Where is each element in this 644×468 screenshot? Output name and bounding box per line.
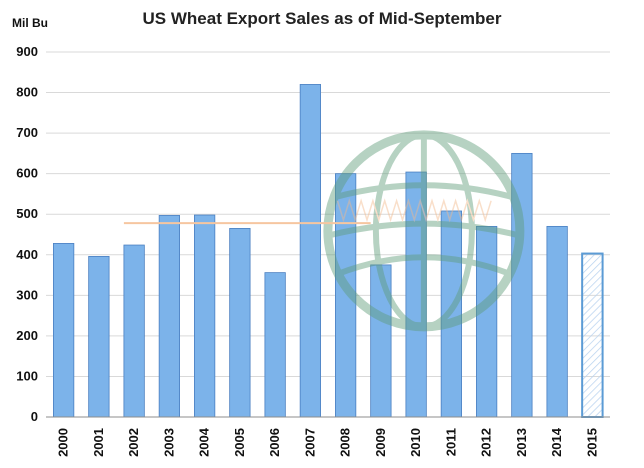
x-tick-label: 2014 [549, 427, 564, 457]
bar-2014 [546, 225, 568, 418]
y-tick-label: 800 [16, 85, 38, 100]
x-tick-label: 2005 [232, 428, 247, 457]
x-tick-label: 2001 [91, 428, 106, 457]
x-tick-label: 2003 [161, 428, 176, 457]
y-tick-label: 400 [16, 247, 38, 262]
x-tick-label: 2002 [126, 428, 141, 457]
bars [53, 84, 604, 418]
bar-2012 [476, 225, 498, 418]
bar-2015 [581, 252, 604, 418]
y-axis-label: Mil Bu [12, 16, 48, 30]
x-tick-label: 2000 [56, 428, 71, 457]
bar-2006 [264, 272, 286, 418]
bar-2005 [229, 228, 251, 418]
y-tick-label: 500 [16, 206, 38, 221]
globe-watermark-icon [323, 130, 525, 332]
chart-title: US Wheat Export Sales as of Mid-Septembe… [143, 9, 502, 28]
y-tick-labels: 0 100 200 300 400 500 600 700 800 900 [16, 44, 38, 424]
x-tick-labels: 2000 2001 2002 2003 2004 2005 2006 2007 2008 2009… [56, 427, 600, 457]
bar-2007 [299, 84, 321, 418]
x-tick-label: 2010 [408, 428, 423, 457]
y-tick-label: 600 [16, 166, 38, 181]
x-tick-label: 2013 [514, 428, 529, 457]
bar-2004 [194, 214, 216, 418]
x-tick-label: 2008 [338, 428, 353, 457]
bar-2002 [123, 244, 145, 418]
y-tick-label: 200 [16, 328, 38, 343]
bar-2001 [88, 255, 110, 418]
y-tick-label: 0 [31, 409, 38, 424]
y-tick-label: 100 [16, 368, 38, 383]
x-tick-label: 2015 [584, 428, 599, 457]
x-tick-label: 2006 [267, 428, 282, 457]
x-tick-label: 2004 [197, 427, 212, 457]
bar-2003 [158, 215, 180, 418]
x-tick-label: 2012 [479, 428, 494, 457]
y-tick-label: 900 [16, 44, 38, 59]
y-tick-label: 700 [16, 125, 38, 140]
x-tick-label: 2009 [373, 428, 388, 457]
x-tick-label: 2011 [443, 428, 458, 456]
x-tick-label: 2007 [302, 428, 317, 457]
y-tick-label: 300 [16, 287, 38, 302]
bar-2000 [53, 243, 75, 418]
